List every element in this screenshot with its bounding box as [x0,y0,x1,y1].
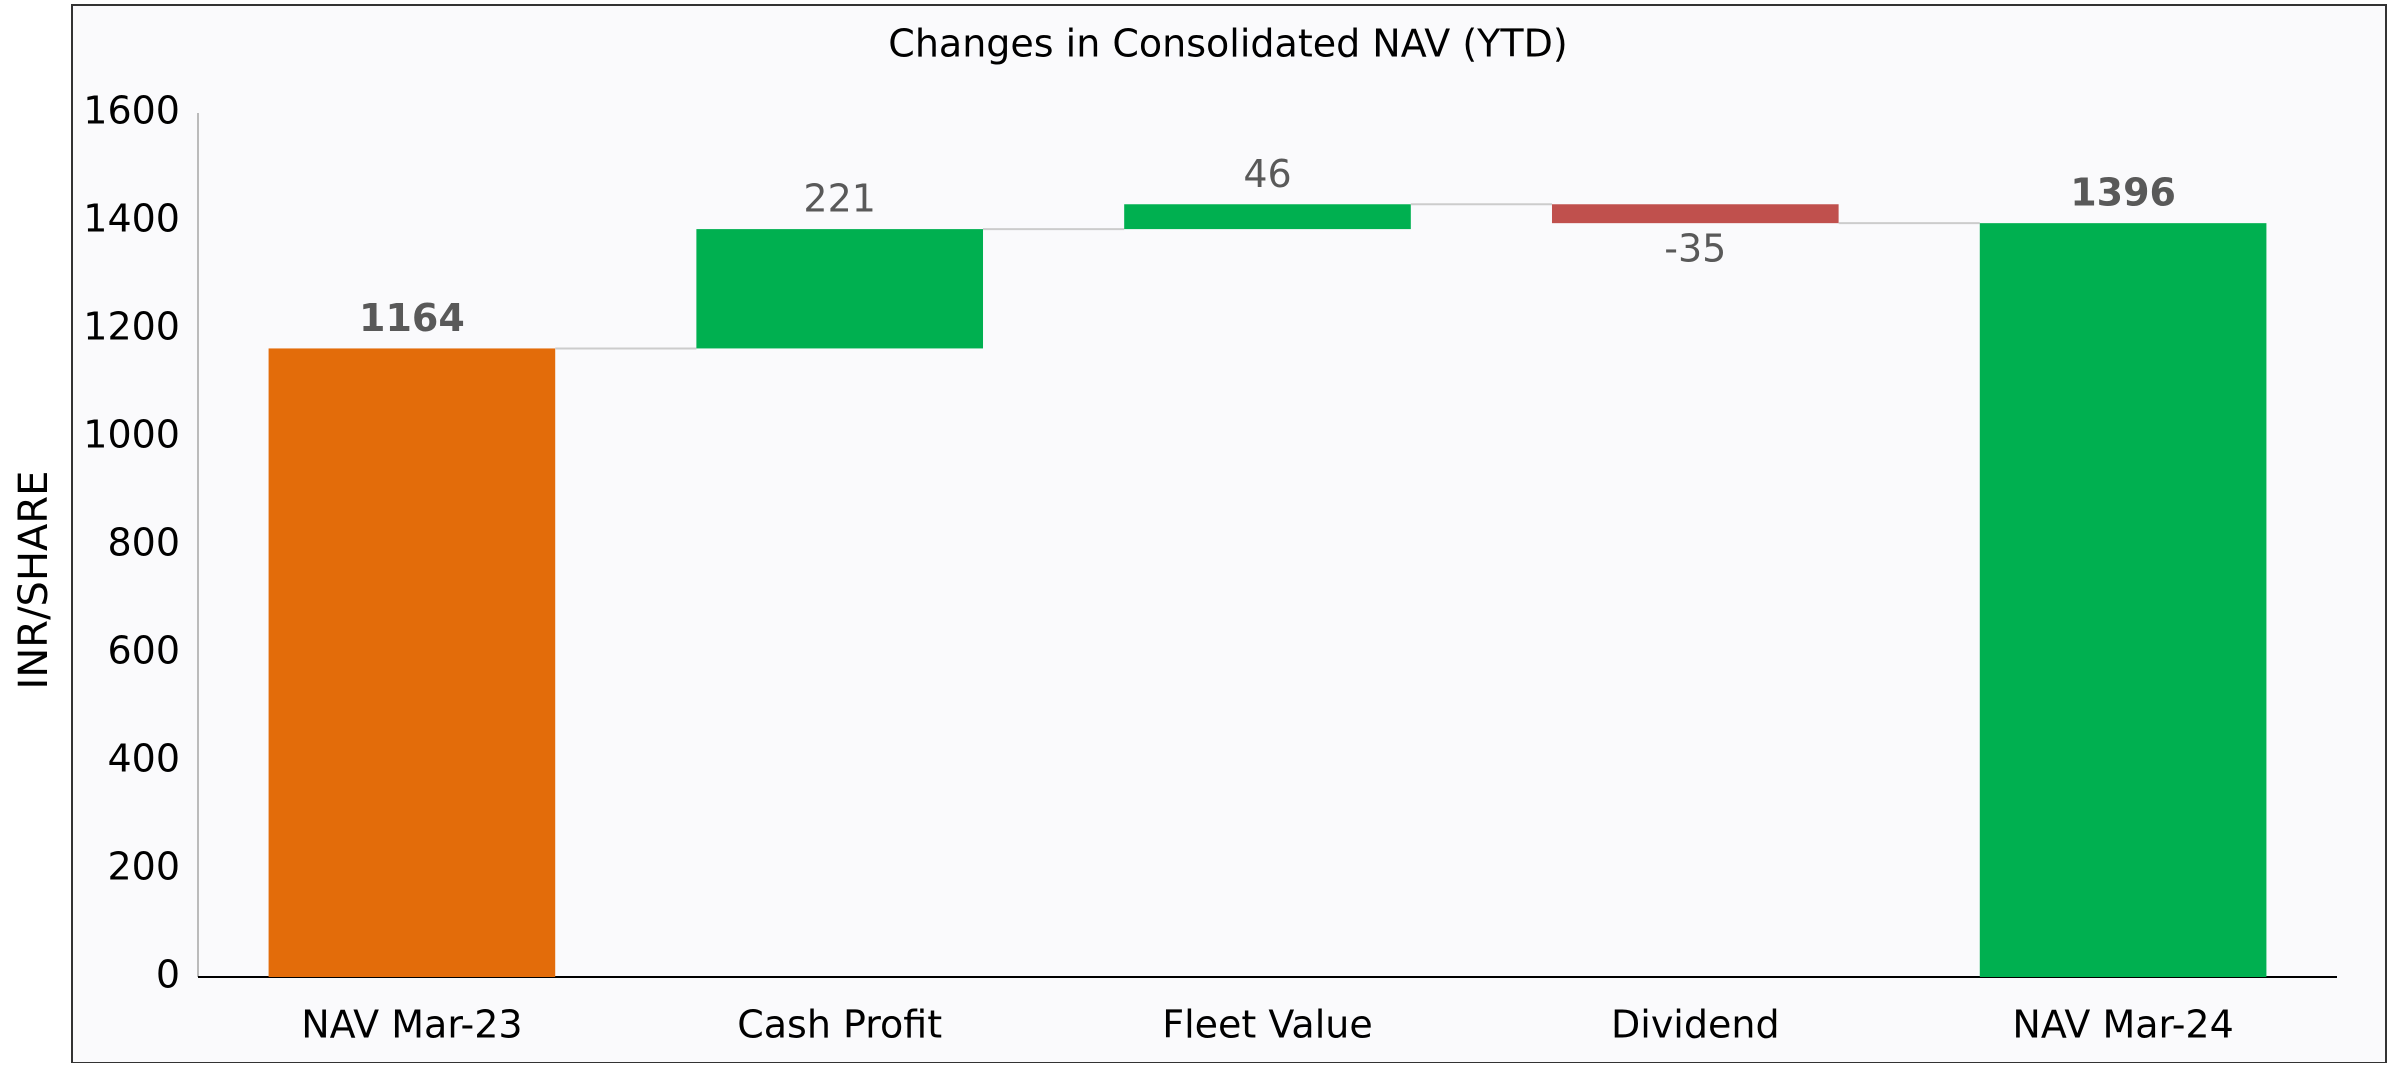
y-tick-label: 200 [107,845,180,889]
data-label: 1164 [359,296,465,340]
bar [1124,204,1411,230]
y-tick-label: 1200 [83,305,180,349]
x-tick-label: NAV Mar-23 [301,1003,522,1047]
y-tick-label: 1000 [83,413,180,457]
x-tick-label: Cash Profit [737,1003,942,1047]
bar [1551,204,1839,224]
y-tick-label: 1400 [83,197,180,241]
data-label: 221 [803,177,876,221]
x-tick-label: Dividend [1611,1003,1780,1047]
bar [696,229,984,349]
x-tick-label: NAV Mar-24 [2012,1003,2233,1047]
bar [1979,223,2267,977]
data-label: -35 [1664,227,1726,271]
data-label: 1396 [2070,171,2176,215]
y-tick-label: 1600 [83,89,180,133]
y-tick-label: 0 [156,953,180,997]
bar [268,348,556,977]
y-tick-label: 600 [107,629,180,673]
x-tick-label: Fleet Value [1162,1003,1373,1047]
chart-title: Changes in Consolidated NAV (YTD) [888,22,1567,66]
y-axis-label: INR/SHARE [11,471,57,690]
y-tick-label: 800 [107,521,180,565]
data-label: 46 [1243,152,1291,196]
y-tick-label: 400 [107,737,180,781]
